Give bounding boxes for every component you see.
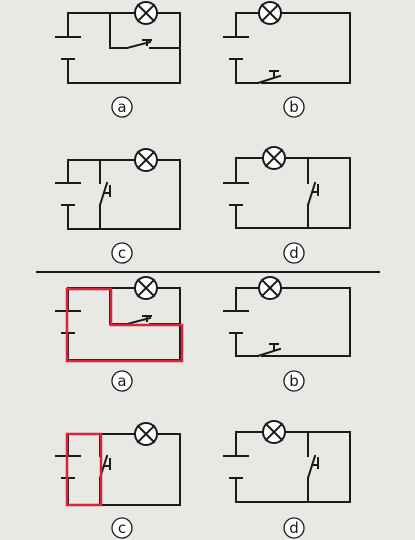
- lamp-icon: [134, 148, 158, 172]
- label-b-bottom: b: [283, 370, 305, 392]
- battery-icon: [55, 36, 81, 60]
- lamp-icon: [134, 1, 158, 25]
- switch-knob: [142, 39, 152, 46]
- switch-blade: [306, 181, 317, 207]
- label-text: d: [289, 244, 299, 262]
- short-circuit-path-c: [65, 432, 103, 507]
- circuit-c-top: [55, 148, 181, 230]
- label-d-bottom: d: [283, 517, 305, 539]
- lamp-icon: [262, 420, 286, 444]
- lamp-icon: [134, 422, 158, 446]
- switch-knob: [269, 343, 279, 350]
- battery-icon: [223, 310, 249, 334]
- label-text: b: [289, 98, 299, 116]
- label-text: a: [117, 372, 126, 390]
- lamp-icon: [258, 276, 282, 300]
- battery-icon: [223, 36, 249, 60]
- battery-icon: [55, 182, 81, 206]
- circuit-d-bottom: [223, 420, 351, 503]
- label-text: c: [118, 519, 126, 537]
- battery-icon: [223, 182, 249, 206]
- wires: [235, 287, 351, 357]
- label-text: b: [289, 372, 299, 390]
- battery-icon: [223, 455, 249, 479]
- top-labels: a b c d: [111, 96, 305, 264]
- lamp-icon: [258, 1, 282, 25]
- bottom-labels: a b c d: [111, 370, 305, 539]
- switch-knob: [104, 458, 111, 470]
- switch-knob: [269, 70, 279, 77]
- switch-knob: [142, 315, 152, 322]
- top-section: [55, 1, 351, 230]
- label-text: d: [289, 519, 299, 537]
- wires: [67, 433, 181, 506]
- circuit-c-bottom: [55, 422, 181, 506]
- lamp-icon: [262, 146, 286, 170]
- switch-blade: [98, 181, 109, 207]
- lamp-icon: [134, 276, 158, 300]
- circuit-b-bottom: [223, 276, 351, 358]
- wires: [235, 12, 351, 84]
- short-circuit-path-a: [65, 287, 184, 363]
- circuit-a-top: [55, 1, 181, 84]
- wires: [235, 431, 351, 503]
- wires: [235, 157, 351, 229]
- label-c-top: c: [111, 242, 133, 264]
- switch-blade: [256, 74, 282, 85]
- label-d-top: d: [283, 242, 305, 264]
- label-text: a: [117, 98, 126, 116]
- label-a-bottom: a: [111, 370, 133, 392]
- switch-blade: [256, 347, 282, 358]
- label-a-top: a: [111, 96, 133, 118]
- switch-blade: [306, 454, 317, 480]
- circuit-d-top: [223, 146, 351, 229]
- label-text: c: [118, 244, 126, 262]
- short-circuit-highlights: [65, 287, 184, 507]
- switch-knob: [104, 185, 111, 197]
- label-c-bottom: c: [111, 517, 133, 539]
- label-b-top: b: [283, 96, 305, 118]
- switch-knob: [312, 457, 319, 469]
- switch-knob: [312, 184, 319, 196]
- wires: [67, 12, 181, 84]
- circuit-b-top: [223, 1, 351, 85]
- wires: [67, 159, 181, 230]
